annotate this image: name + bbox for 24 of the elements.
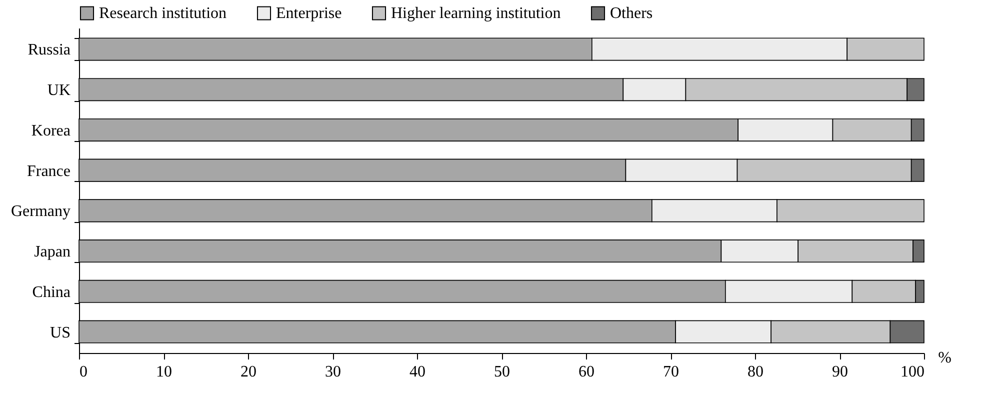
x-tick-label: 30 bbox=[325, 364, 341, 380]
x-tick-label: 50 bbox=[494, 364, 510, 380]
x-tick-label: 80 bbox=[748, 364, 764, 380]
legend-label: Others bbox=[610, 5, 653, 22]
x-tick-label: 90 bbox=[832, 364, 848, 380]
legend-label: Research institution bbox=[99, 5, 227, 22]
x-axis-title: % bbox=[938, 350, 952, 366]
x-tick-label: 60 bbox=[578, 364, 594, 380]
y-tick-label: Russia bbox=[28, 42, 70, 59]
x-tick-label: 10 bbox=[156, 364, 172, 380]
x-tick-label: 20 bbox=[240, 364, 256, 380]
x-tick-label: 70 bbox=[663, 364, 679, 380]
legend-label: Higher learning institution bbox=[391, 5, 561, 22]
y-tick-label: UK bbox=[47, 82, 71, 100]
legend-label: Enterprise bbox=[276, 5, 342, 22]
y-tick-label: Korea bbox=[31, 122, 70, 140]
y-tick-label: Germany bbox=[10, 203, 70, 220]
x-tick-label: 100 bbox=[900, 364, 924, 380]
y-tick-label: China bbox=[32, 284, 70, 301]
y-tick-label: Japan bbox=[34, 244, 70, 261]
x-tick-label: 40 bbox=[410, 364, 426, 380]
y-tick-label: France bbox=[26, 162, 70, 180]
x-tick-label: 0 bbox=[80, 364, 88, 380]
y-tick-label: US bbox=[50, 324, 70, 342]
